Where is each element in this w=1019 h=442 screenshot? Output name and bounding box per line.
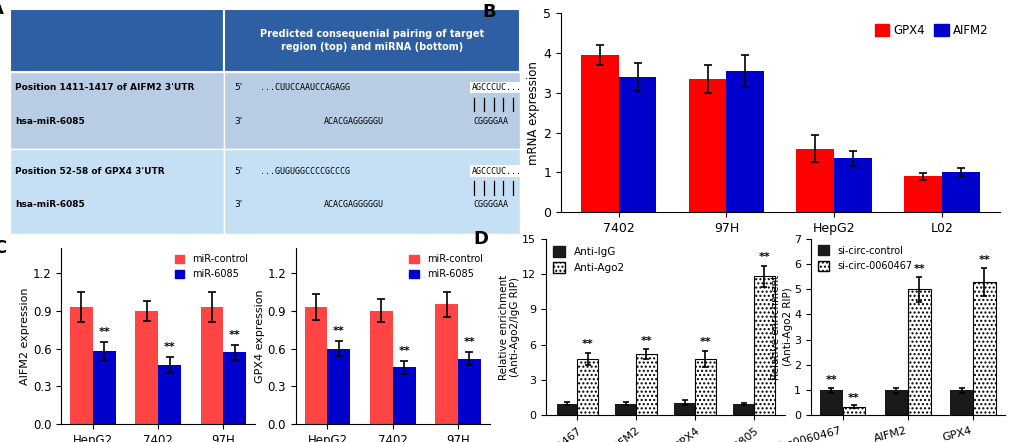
Bar bbox=[674, 403, 694, 415]
Legend: miR-control, miR-6085: miR-control, miR-6085 bbox=[407, 252, 484, 281]
Bar bbox=[224, 9, 520, 72]
Bar bbox=[158, 365, 180, 424]
Bar bbox=[201, 307, 223, 424]
Text: Position 1411-1417 of AIFM2 3'UTR: Position 1411-1417 of AIFM2 3'UTR bbox=[15, 83, 195, 92]
Bar bbox=[70, 307, 93, 424]
Text: ...CUUCCAAUCCAGAGG: ...CUUCCAAUCCAGAGG bbox=[260, 83, 350, 92]
Text: ...GUGUGGCCCCGCCCG: ...GUGUGGCCCCGCCCG bbox=[260, 167, 350, 175]
Bar bbox=[907, 289, 929, 415]
Text: **: ** bbox=[824, 375, 837, 385]
Bar bbox=[842, 407, 864, 415]
Bar bbox=[581, 55, 619, 212]
Text: A: A bbox=[0, 0, 4, 18]
Bar bbox=[819, 390, 842, 415]
Text: **: ** bbox=[332, 326, 344, 336]
Text: **: ** bbox=[98, 327, 110, 337]
Bar bbox=[733, 404, 753, 415]
Bar bbox=[93, 351, 115, 424]
Legend: si-circ-control, si-circ-0060467: si-circ-control, si-circ-0060467 bbox=[815, 244, 913, 273]
Y-axis label: GPX4 expression: GPX4 expression bbox=[255, 289, 264, 383]
Bar bbox=[10, 149, 224, 234]
Bar bbox=[753, 276, 773, 415]
Bar bbox=[224, 149, 520, 234]
Text: D: D bbox=[473, 230, 488, 248]
Bar bbox=[614, 404, 636, 415]
Text: **: ** bbox=[163, 343, 175, 352]
Bar bbox=[950, 390, 972, 415]
Bar bbox=[327, 349, 350, 424]
Text: **: ** bbox=[463, 337, 475, 347]
Bar bbox=[10, 9, 224, 72]
Text: AGCCCUC...: AGCCCUC... bbox=[471, 167, 522, 175]
Text: **: ** bbox=[912, 264, 924, 274]
Bar bbox=[694, 359, 715, 415]
Text: **: ** bbox=[581, 339, 593, 350]
Text: **: ** bbox=[397, 346, 410, 356]
Bar bbox=[903, 176, 941, 212]
Bar bbox=[577, 359, 597, 415]
Y-axis label: AIFM2 expression: AIFM2 expression bbox=[20, 287, 30, 385]
Bar bbox=[556, 404, 577, 415]
Text: **: ** bbox=[977, 255, 989, 265]
Bar bbox=[305, 307, 327, 424]
Text: **: ** bbox=[640, 336, 651, 346]
Text: CGGGGAA: CGGGGAA bbox=[473, 201, 507, 210]
Text: C: C bbox=[0, 239, 6, 257]
Legend: Anti-IgG, Anti-Ago2: Anti-IgG, Anti-Ago2 bbox=[550, 244, 627, 275]
Bar bbox=[458, 358, 480, 424]
Legend: GPX4, AIFM2: GPX4, AIFM2 bbox=[869, 19, 993, 42]
Text: 5': 5' bbox=[234, 83, 243, 92]
Bar bbox=[223, 352, 246, 424]
Bar bbox=[726, 71, 763, 212]
Bar bbox=[435, 305, 458, 424]
Bar bbox=[796, 149, 834, 212]
Text: hsa-miR-6085: hsa-miR-6085 bbox=[15, 117, 85, 126]
Legend: miR-control, miR-6085: miR-control, miR-6085 bbox=[172, 252, 250, 281]
Text: AGCCCUC...: AGCCCUC... bbox=[471, 83, 522, 92]
Text: **: ** bbox=[847, 393, 859, 403]
Text: 5': 5' bbox=[234, 167, 243, 175]
Text: Position 52-58 of GPX4 3'UTR: Position 52-58 of GPX4 3'UTR bbox=[15, 167, 165, 175]
Bar bbox=[972, 282, 995, 415]
Y-axis label: Relative enrichment
(Anti-Ago2/IgG RIP): Relative enrichment (Anti-Ago2/IgG RIP) bbox=[498, 274, 520, 380]
Bar bbox=[884, 390, 907, 415]
Y-axis label: Relative enrichment
(Anti-Ago2 RIP): Relative enrichment (Anti-Ago2 RIP) bbox=[770, 274, 792, 380]
Bar bbox=[10, 72, 224, 149]
Text: hsa-miR-6085: hsa-miR-6085 bbox=[15, 201, 85, 210]
Text: B: B bbox=[482, 3, 495, 21]
Bar bbox=[636, 354, 656, 415]
Bar bbox=[224, 72, 520, 149]
Text: 3': 3' bbox=[234, 201, 243, 210]
Text: **: ** bbox=[228, 330, 240, 340]
Y-axis label: mRNA expression: mRNA expression bbox=[527, 61, 540, 165]
Bar bbox=[136, 311, 158, 424]
Bar bbox=[619, 77, 656, 212]
Text: Predicted consequenial pairing of target
region (top) and miRNA (bottom): Predicted consequenial pairing of target… bbox=[260, 29, 484, 52]
Bar bbox=[688, 79, 726, 212]
Bar bbox=[834, 158, 871, 212]
Bar bbox=[370, 311, 392, 424]
Text: **: ** bbox=[757, 252, 769, 262]
Bar bbox=[392, 367, 415, 424]
Text: ACACGAGGGGGU: ACACGAGGGGGU bbox=[324, 201, 383, 210]
Text: **: ** bbox=[699, 337, 710, 347]
Text: CGGGGAA: CGGGGAA bbox=[473, 117, 507, 126]
Text: 3': 3' bbox=[234, 117, 243, 126]
Text: ACACGAGGGGGU: ACACGAGGGGGU bbox=[324, 117, 383, 126]
Bar bbox=[941, 172, 978, 212]
